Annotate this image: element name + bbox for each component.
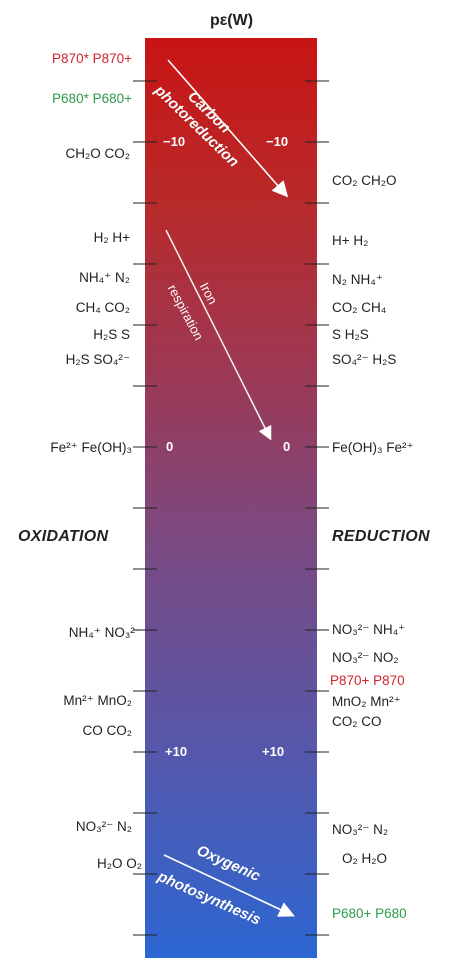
- left-pair-nh4-no3: NH₄⁺ NO₃²⁻: [68, 625, 142, 640]
- right-pair-p680: P680+ P680: [332, 906, 407, 921]
- scale-label-minus10-left: −10: [163, 134, 186, 149]
- left-pair-h2: H₂ H+: [93, 230, 130, 245]
- right-pair-s: S H₂S: [332, 327, 369, 342]
- oxidation-label: OXIDATION: [18, 528, 109, 545]
- scale-label-zero-left: 0: [166, 439, 174, 454]
- left-pair-p870: P870* P870+: [52, 51, 132, 66]
- left-pair-co: CO CO₂: [82, 723, 133, 738]
- left-ticks: [133, 80, 157, 936]
- left-pair-ch4: CH₄ CO₂: [75, 300, 130, 315]
- right-pair-h: H+ H₂: [332, 233, 369, 248]
- scale-label-plus10-left: +10: [165, 744, 188, 759]
- left-pair-no3-n2: NO₃²⁻ N₂: [75, 819, 132, 834]
- left-pair-p680: P680* P680+: [52, 91, 132, 106]
- left-pair-h2s-s: H₂S S: [93, 327, 130, 342]
- iron-arrow: [165, 229, 272, 441]
- reduction-label: REDUCTION: [332, 528, 430, 545]
- right-pair-no3-n2: NO₃²⁻ N₂: [332, 822, 389, 837]
- right-ticks: [305, 80, 329, 936]
- scale-label-minus10-right: −10: [266, 134, 289, 149]
- right-pair-p870: P870+ P870: [330, 673, 405, 688]
- left-pair-mn: Mn²⁺ MnO₂: [63, 693, 132, 708]
- right-pair-n2: N₂ NH₄⁺: [332, 272, 383, 287]
- left-pair-h2o: H₂O O₂: [97, 856, 142, 871]
- scale-label-plus10-right: +10: [262, 744, 285, 759]
- right-pair-mno2: MnO₂ Mn²⁺: [332, 694, 401, 709]
- left-pair-h2s-so4: H₂S SO₄²⁻: [65, 352, 130, 367]
- right-pair-o2: O₂ H₂O: [342, 851, 387, 866]
- carbon-arrow: [167, 59, 289, 198]
- right-pair-co2co: CO₂ CO: [332, 714, 382, 729]
- scale-label-zero-right: 0: [283, 439, 291, 454]
- right-pair-feoh: Fe(OH)₃ Fe²⁺: [332, 440, 414, 455]
- redox-gradient-bar: [145, 38, 317, 958]
- diagram-title: pε(W): [209, 12, 254, 29]
- right-pair-so4: SO₄²⁻ H₂S: [332, 352, 397, 367]
- oxygenic-arrow: [163, 854, 295, 917]
- right-pair-co2: CO₂ CH₂O: [332, 173, 397, 188]
- left-pair-ch2o: CH₂O CO₂: [65, 146, 130, 161]
- right-pair-co2ch4: CO₂ CH₄: [332, 300, 387, 315]
- right-pair-no3-nh4: NO₃²⁻ NH₄⁺: [332, 622, 406, 637]
- right-pair-no3-no2: NO₃²⁻ NO₂: [332, 650, 399, 665]
- left-pair-nh4: NH₄⁺ N₂: [79, 270, 130, 285]
- left-pair-fe: Fe²⁺ Fe(OH)₃: [50, 440, 132, 455]
